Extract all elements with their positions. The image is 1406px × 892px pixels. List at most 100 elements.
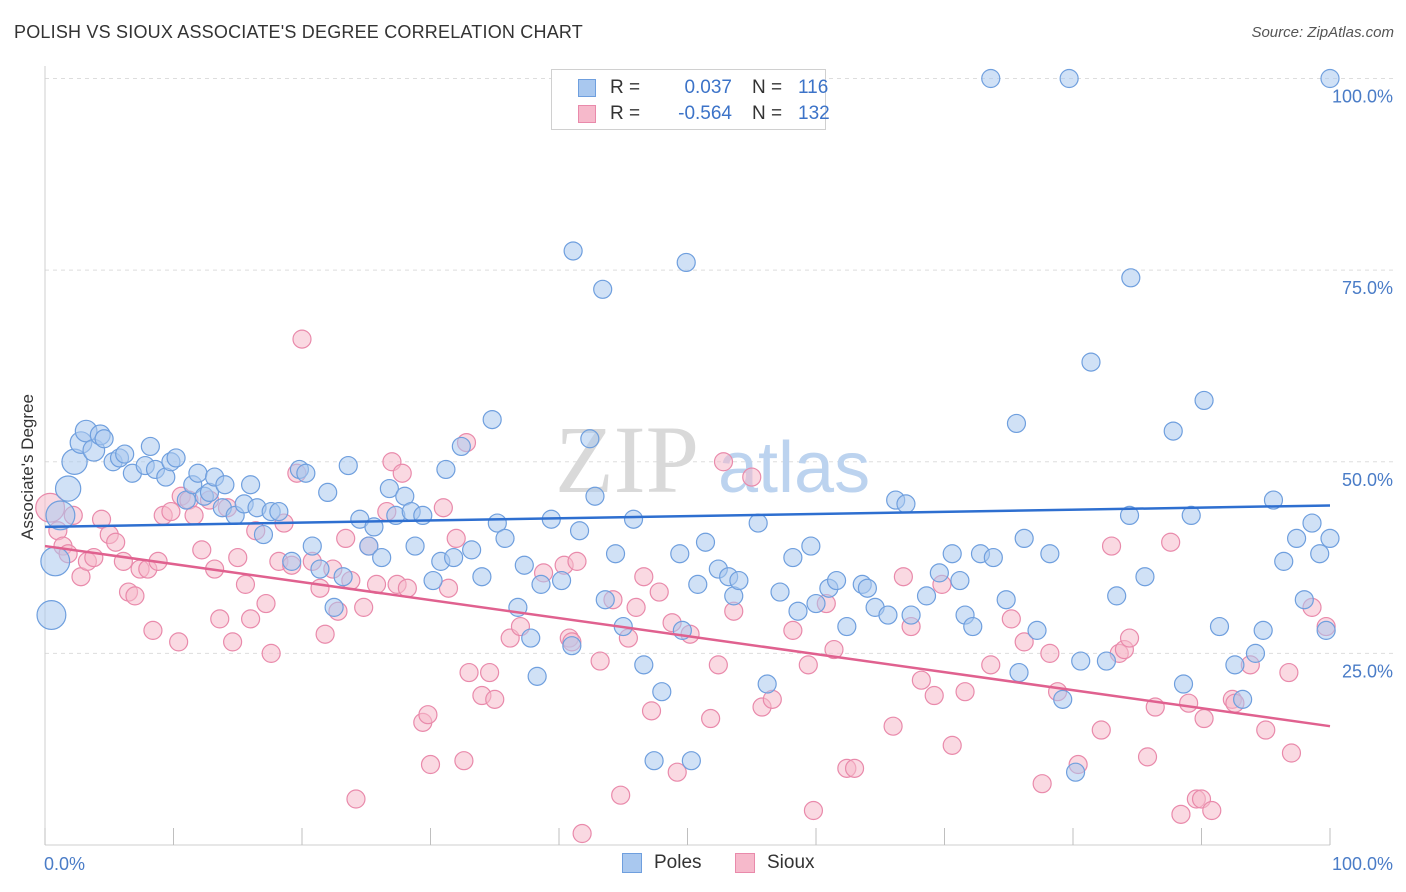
x-tick-labels: 0.0% 100.0%	[44, 854, 1393, 874]
poles-point	[681, 751, 701, 771]
sioux-point	[397, 578, 417, 598]
poles-point	[296, 463, 316, 483]
sioux-point	[241, 609, 261, 629]
poles-point	[729, 570, 749, 591]
poles-point	[644, 751, 664, 771]
poles-point	[444, 547, 464, 568]
sioux-point	[701, 708, 721, 729]
poles-point	[1027, 620, 1047, 640]
poles-point	[1009, 662, 1029, 683]
x-tick-label: 100.0%	[1332, 854, 1393, 874]
sioux-point	[883, 716, 903, 736]
poles-point	[45, 500, 76, 531]
poles-point	[115, 444, 135, 464]
sioux-r-value: -0.564	[678, 103, 732, 124]
poles-point	[482, 409, 502, 430]
sioux-point	[446, 528, 466, 549]
poles-point	[623, 509, 644, 529]
sioux-point	[667, 762, 687, 782]
poles-point	[1310, 544, 1330, 564]
sioux-point	[346, 789, 366, 809]
sioux-point	[1161, 532, 1181, 552]
sioux-point	[1281, 743, 1302, 763]
bottom-poles-label: Poles	[654, 852, 702, 873]
poles-point	[1194, 390, 1214, 411]
sioux-point	[567, 551, 587, 571]
sioux-trendline	[44, 544, 1331, 728]
sioux-point	[485, 689, 505, 709]
axes	[44, 66, 1331, 846]
y-tick-labels: 25.0% 50.0% 75.0% 100.0%	[1332, 87, 1393, 682]
poles-trendline	[44, 504, 1331, 529]
sioux-point	[844, 758, 865, 778]
poles-point	[166, 448, 186, 468]
poles-point	[1065, 762, 1086, 782]
poles-point	[1209, 616, 1230, 637]
poles-point	[472, 567, 492, 587]
sioux-point	[911, 670, 931, 690]
poles-point	[54, 475, 82, 502]
sioux-point	[454, 751, 474, 771]
bottom-poles-swatch	[622, 853, 642, 873]
sioux-point	[235, 574, 256, 594]
poles-r-label: R =	[610, 77, 641, 98]
sioux-point	[256, 593, 276, 614]
poles-point	[324, 597, 344, 617]
poles-point	[405, 536, 425, 556]
poles-point	[1096, 651, 1117, 671]
poles-point	[1053, 689, 1073, 709]
sioux-point	[438, 578, 459, 598]
poles-point	[521, 628, 541, 648]
poles-point	[770, 582, 790, 602]
sioux-n-value: 132	[798, 103, 830, 124]
poles-point	[1040, 544, 1060, 564]
sioux-point	[161, 501, 181, 522]
sioux-point	[1256, 720, 1276, 740]
sioux-point	[1014, 632, 1034, 652]
bottom-legend: Poles Sioux	[0, 852, 1406, 878]
sioux-point	[572, 823, 592, 844]
bottom-legend-sioux: Sioux	[735, 852, 815, 874]
legend-row-sioux: R = -0.564 N = 132	[578, 102, 830, 126]
poles-point	[302, 536, 322, 556]
poles-point	[806, 593, 826, 614]
poles-point	[929, 563, 949, 583]
poles-point	[595, 590, 615, 610]
sioux-point	[611, 785, 631, 805]
sioux-point	[798, 655, 818, 675]
poles-point	[1302, 513, 1322, 533]
sioux-point	[942, 735, 962, 755]
poles-point	[338, 455, 358, 476]
poles-point	[837, 616, 857, 637]
sioux-point	[420, 754, 441, 775]
sioux-r-label: R =	[610, 103, 641, 124]
legend-row-poles: R = 0.037 N = 116	[578, 76, 828, 100]
bottom-sioux-label: Sioux	[767, 852, 815, 873]
poles-point	[40, 546, 71, 577]
poles-point	[372, 547, 392, 568]
poles-n-label: N =	[752, 77, 783, 98]
sioux-point	[713, 452, 734, 472]
poles-point	[1119, 505, 1140, 526]
poles-point	[188, 463, 208, 483]
poles-point	[1071, 651, 1091, 671]
sioux-point	[1194, 708, 1214, 729]
sioux-point	[1001, 609, 1021, 629]
poles-point	[1253, 620, 1273, 640]
poles-point	[551, 570, 572, 591]
poles-point	[634, 655, 654, 675]
sioux-point	[924, 685, 944, 706]
sioux-point	[1091, 720, 1111, 740]
y-axis-label: Associate's Degree	[18, 394, 37, 540]
poles-point	[436, 459, 456, 480]
poles-point	[652, 682, 672, 702]
x-tick-label: 0.0%	[44, 854, 85, 874]
poles-point	[1173, 674, 1194, 694]
poles-point	[1274, 551, 1294, 571]
y-tick-label: 100.0%	[1332, 87, 1393, 107]
sioux-point	[169, 632, 189, 652]
poles-point	[1107, 586, 1127, 606]
poles-point	[676, 252, 696, 273]
poles-r-value: 0.037	[684, 77, 732, 98]
poles-point	[310, 559, 330, 579]
